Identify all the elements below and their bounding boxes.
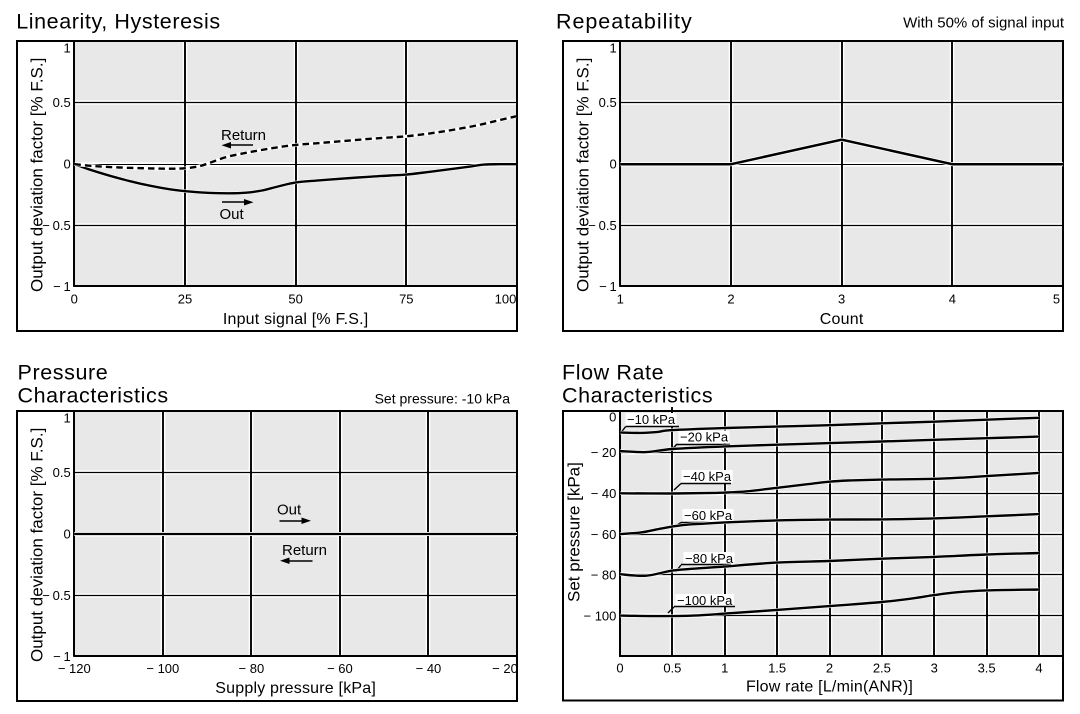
- svg-text:Repeatability: Repeatability: [556, 9, 693, 33]
- svg-text:1: 1: [63, 410, 70, 425]
- svg-text:50: 50: [288, 292, 302, 307]
- svg-text:75: 75: [399, 292, 413, 307]
- svg-text:3: 3: [838, 292, 845, 307]
- svg-text:Set pressure [kPa]: Set pressure [kPa]: [565, 462, 584, 602]
- svg-text:− 120: − 120: [58, 661, 91, 676]
- svg-text:1: 1: [63, 40, 70, 55]
- svg-text:0: 0: [63, 526, 70, 541]
- svg-text:2: 2: [727, 292, 734, 307]
- svg-text:−80 kPa: −80 kPa: [685, 551, 734, 566]
- svg-text:0.5: 0.5: [53, 218, 71, 233]
- svg-text:−60 kPa: −60 kPa: [684, 508, 733, 523]
- svg-text:Pressure: Pressure: [18, 360, 109, 384]
- svg-text:0.5: 0.5: [663, 661, 681, 676]
- svg-text:0: 0: [609, 410, 616, 425]
- svg-text:25: 25: [178, 292, 192, 307]
- svg-text:− 80: − 80: [591, 568, 617, 583]
- svg-text:−: −: [53, 649, 61, 664]
- svg-text:Linearity, Hysteresis: Linearity, Hysteresis: [16, 9, 221, 33]
- svg-text:0.5: 0.5: [53, 95, 71, 110]
- svg-text:Characteristics: Characteristics: [562, 384, 713, 408]
- svg-text:−: −: [588, 218, 596, 233]
- svg-text:3.5: 3.5: [978, 661, 996, 676]
- svg-text:Input signal [% F.S.]: Input signal [% F.S.]: [223, 311, 369, 328]
- svg-text:−: −: [42, 588, 50, 603]
- svg-text:− 60: − 60: [591, 527, 617, 542]
- svg-text:Output deviation factor [% F.S: Output deviation factor [% F.S.]: [28, 428, 47, 662]
- svg-text:Output deviation factor [% F.S: Output deviation factor [% F.S.]: [574, 58, 593, 292]
- svg-text:1: 1: [617, 292, 624, 307]
- svg-text:− 40: − 40: [416, 661, 442, 676]
- svg-text:− 100: − 100: [583, 608, 616, 623]
- svg-text:100: 100: [495, 292, 517, 307]
- svg-text:−20 kPa: −20 kPa: [680, 430, 729, 445]
- svg-text:− 60: − 60: [327, 661, 353, 676]
- svg-text:1: 1: [609, 279, 616, 294]
- svg-text:Flow rate [L/min(ANR)]: Flow rate [L/min(ANR)]: [746, 679, 913, 696]
- svg-text:5: 5: [1053, 292, 1060, 307]
- svg-text:0.5: 0.5: [599, 95, 617, 110]
- svg-text:Output deviation factor [% F.S: Output deviation factor [% F.S.]: [28, 58, 47, 292]
- svg-text:Out: Out: [277, 502, 302, 519]
- svg-text:1: 1: [63, 279, 70, 294]
- svg-text:−: −: [53, 279, 61, 294]
- svg-text:Return: Return: [282, 542, 327, 559]
- svg-text:−100 kPa: −100 kPa: [677, 593, 733, 608]
- svg-text:0: 0: [609, 156, 616, 171]
- svg-text:Set pressure: -10 kPa: Set pressure: -10 kPa: [375, 391, 511, 407]
- svg-text:− 20: − 20: [492, 661, 518, 676]
- svg-text:4: 4: [949, 292, 956, 307]
- svg-text:Supply pressure [kPa]: Supply pressure [kPa]: [215, 680, 376, 697]
- svg-text:−: −: [42, 218, 50, 233]
- svg-text:1: 1: [609, 40, 616, 55]
- svg-text:−: −: [599, 279, 607, 294]
- svg-text:Characteristics: Characteristics: [18, 384, 169, 408]
- svg-text:2: 2: [826, 661, 833, 676]
- svg-text:With 50% of signal input: With 50% of signal input: [903, 15, 1065, 32]
- svg-text:3: 3: [931, 661, 938, 676]
- svg-text:Out: Out: [220, 206, 245, 223]
- svg-text:−10 kPa: −10 kPa: [627, 412, 676, 427]
- svg-text:1.5: 1.5: [768, 661, 786, 676]
- svg-text:2.5: 2.5: [873, 661, 891, 676]
- svg-text:− 100: − 100: [146, 661, 179, 676]
- svg-text:− 80: − 80: [239, 661, 265, 676]
- svg-text:− 20: − 20: [591, 445, 617, 460]
- svg-text:Count: Count: [820, 311, 864, 328]
- svg-text:0: 0: [71, 292, 78, 307]
- svg-text:Flow Rate: Flow Rate: [562, 360, 664, 384]
- svg-text:1: 1: [63, 649, 70, 664]
- svg-text:0: 0: [616, 661, 623, 676]
- svg-text:4: 4: [1035, 661, 1042, 676]
- svg-text:−40 kPa: −40 kPa: [683, 469, 732, 484]
- svg-text:0.5: 0.5: [53, 465, 71, 480]
- svg-text:0: 0: [63, 156, 70, 171]
- svg-text:0.5: 0.5: [599, 218, 617, 233]
- svg-text:− 40: − 40: [591, 486, 617, 501]
- svg-text:1: 1: [721, 661, 728, 676]
- svg-text:0.5: 0.5: [53, 588, 71, 603]
- svg-text:Return: Return: [221, 127, 266, 144]
